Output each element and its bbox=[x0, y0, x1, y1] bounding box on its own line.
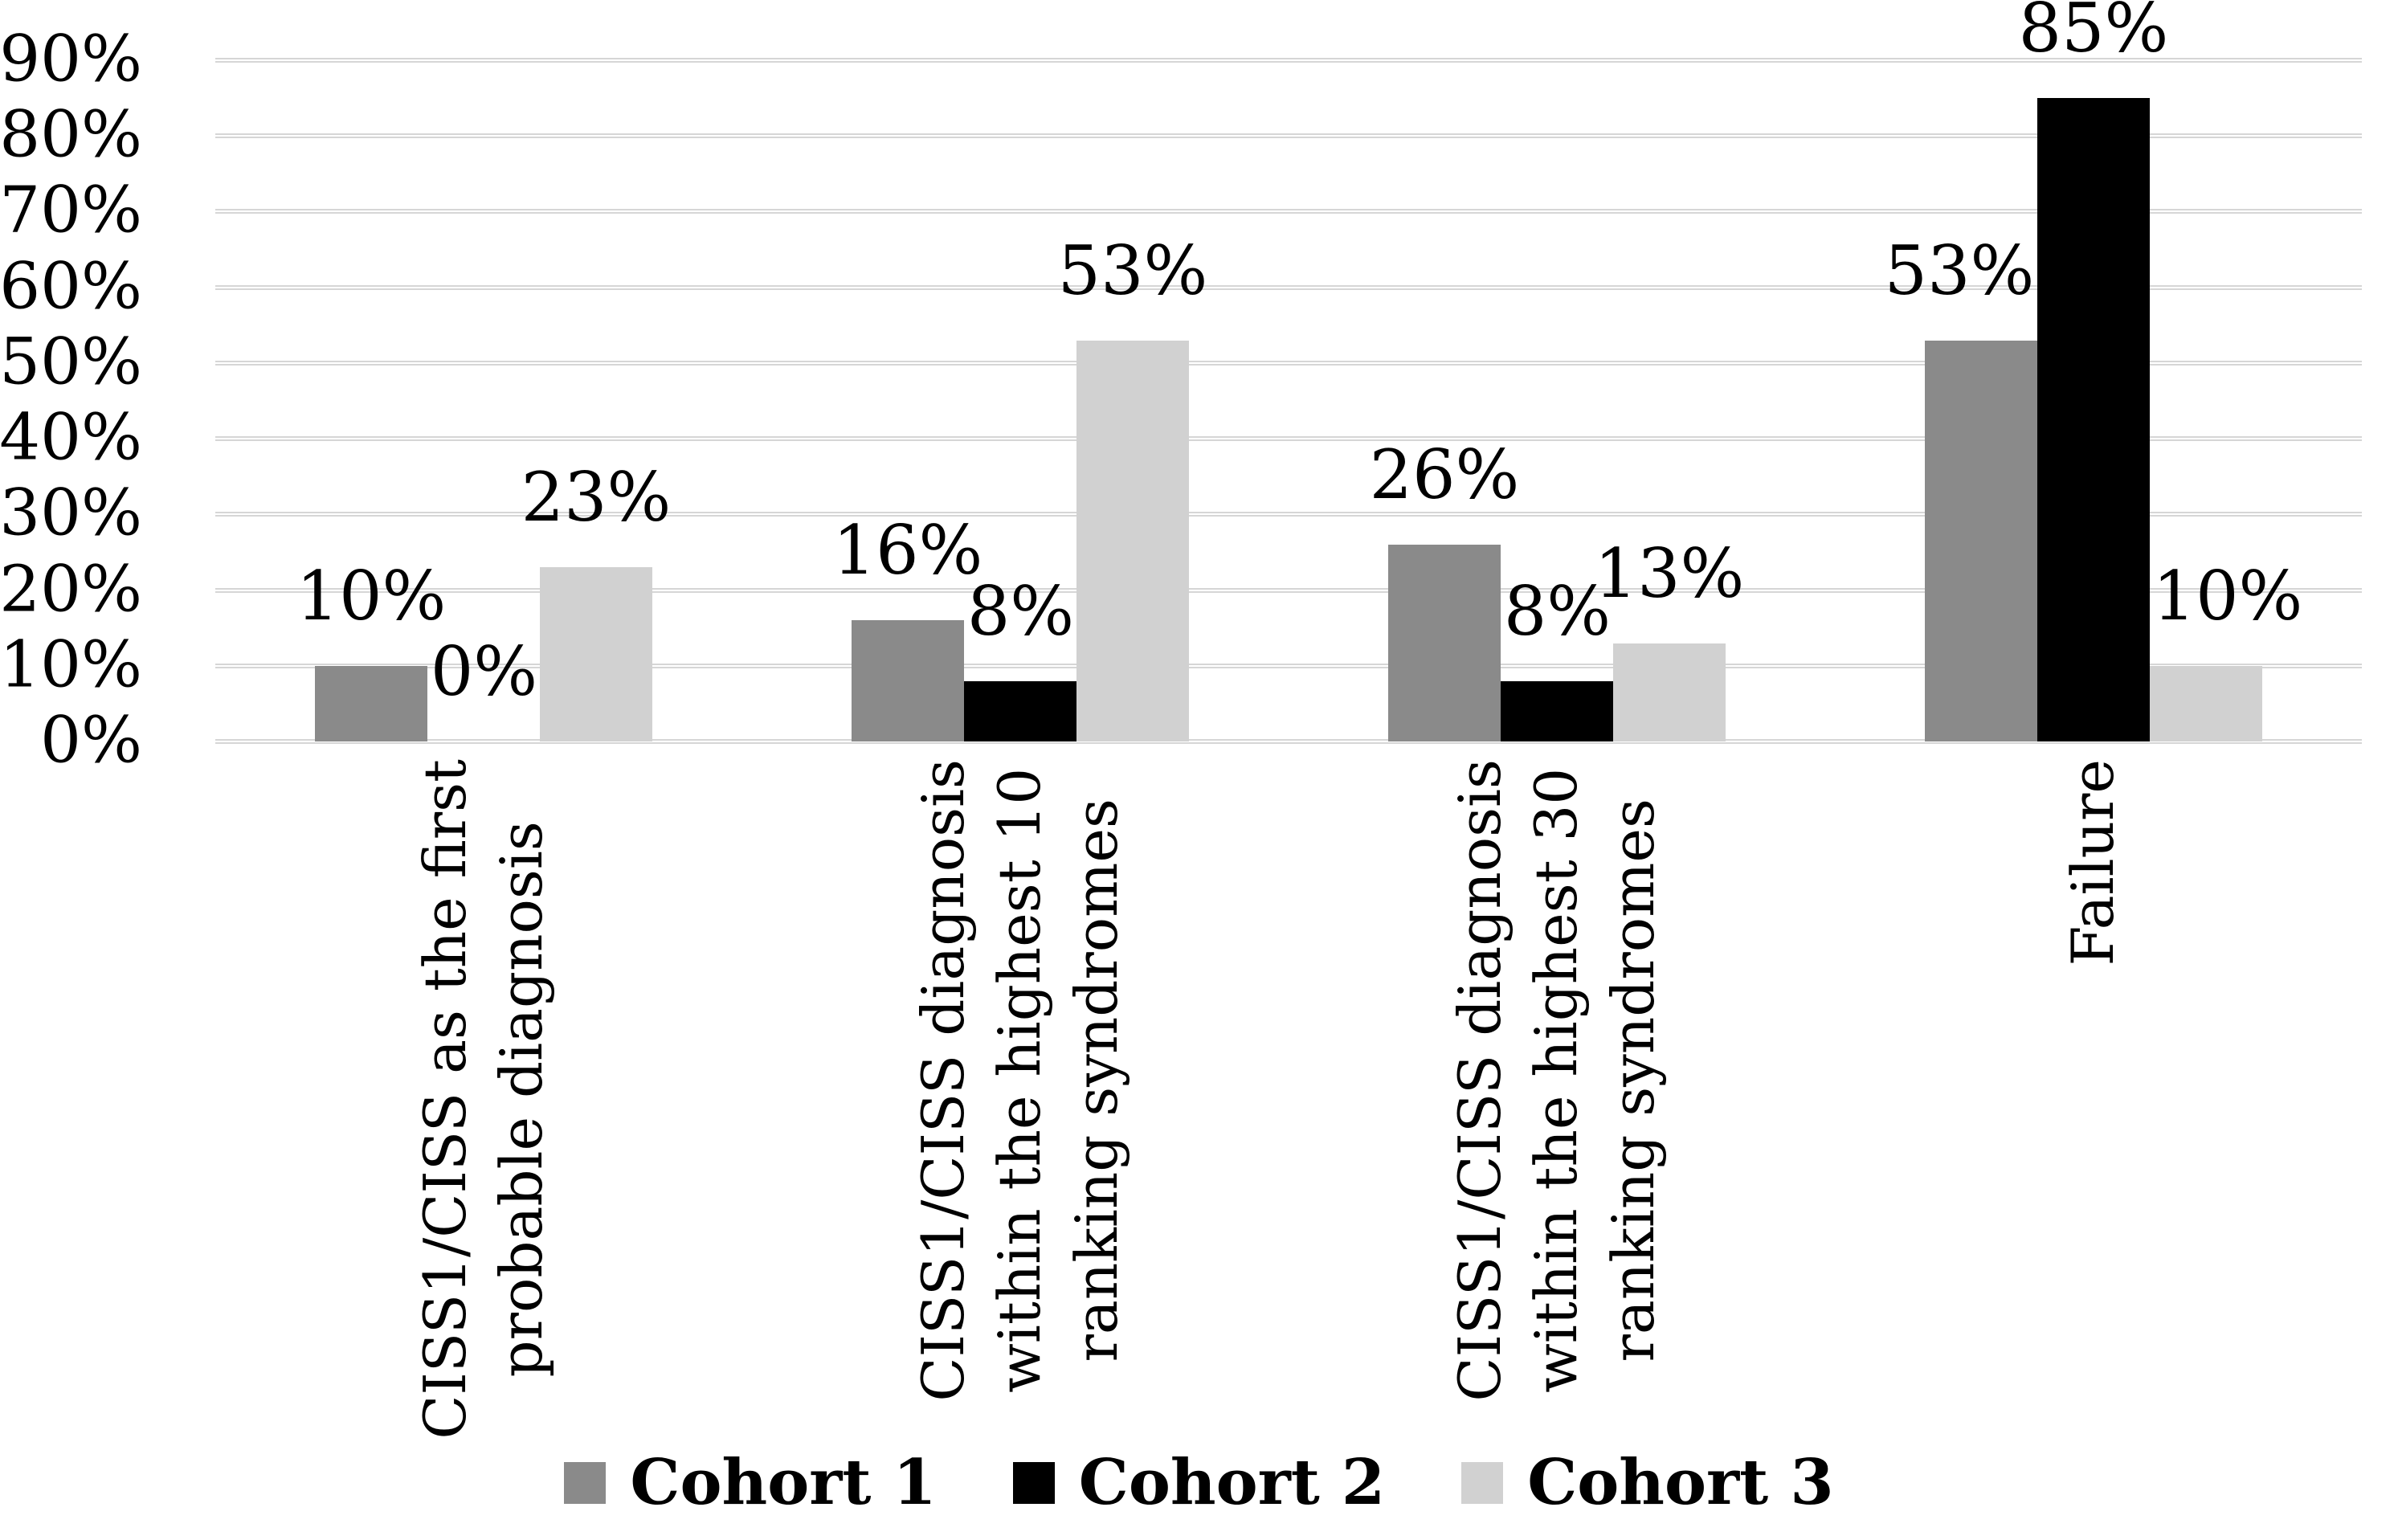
bar-cohort-3 bbox=[1613, 643, 1726, 741]
bar-cohort-1 bbox=[315, 665, 427, 741]
category-label-text: CISS1/CISS diagnosis within the highest … bbox=[1446, 759, 1667, 1402]
category-label-text: CISS1/CISS diagnosis within the highest … bbox=[909, 759, 1130, 1402]
bar-cohort-1 bbox=[1925, 340, 2037, 741]
legend-swatch bbox=[1461, 1461, 1504, 1504]
category-label: CISS1/CISS diagnosis within the highest … bbox=[752, 759, 1289, 1442]
bar-cohort-2 bbox=[964, 680, 1076, 741]
bar-cohort-2 bbox=[2037, 98, 2150, 741]
category-label: CISS1/CISS as the first probable diagnos… bbox=[215, 759, 752, 1442]
bar-cohort-1 bbox=[852, 620, 964, 741]
legend-label: Cohort 3 bbox=[1527, 1446, 1834, 1519]
legend: Cohort 1 Cohort 2 Cohort 3 bbox=[0, 1446, 2398, 1519]
value-label: 16% bbox=[832, 511, 983, 590]
legend-swatch bbox=[564, 1461, 607, 1504]
value-label: 53% bbox=[1057, 231, 1208, 310]
gridline bbox=[215, 209, 2362, 214]
y-tick-label: 50% bbox=[0, 324, 142, 399]
y-tick-label: 10% bbox=[0, 627, 142, 702]
bar-cohort-3 bbox=[1076, 340, 1189, 741]
gridline bbox=[215, 739, 2362, 744]
plot-area: 10% 0% 23% 16% 8% 53% 26% 8% 13% 53% 85% 10% bbox=[215, 0, 2362, 744]
gridline bbox=[215, 512, 2362, 517]
bar-cohort-3 bbox=[2150, 665, 2262, 741]
value-label: 8% bbox=[1503, 571, 1612, 651]
category-label-text: CISS1/CISS as the first probable diagnos… bbox=[411, 759, 555, 1440]
legend-item: Cohort 1 bbox=[564, 1446, 937, 1519]
category-label-text: Failure bbox=[2059, 759, 2127, 966]
gridline bbox=[215, 284, 2362, 290]
value-label: 8% bbox=[966, 571, 1075, 651]
value-label: 85% bbox=[2018, 0, 2169, 68]
value-label: 13% bbox=[1594, 533, 1745, 613]
y-tick-label: 30% bbox=[0, 475, 142, 550]
y-tick-label: 90% bbox=[0, 21, 142, 96]
legend-swatch bbox=[1012, 1461, 1055, 1504]
bar-cohort-1 bbox=[1388, 545, 1501, 741]
category-label: Failure bbox=[1825, 759, 2362, 1442]
gridline bbox=[215, 133, 2362, 139]
legend-label: Cohort 2 bbox=[1078, 1446, 1386, 1519]
value-label: 10% bbox=[296, 556, 447, 635]
legend-item: Cohort 2 bbox=[1012, 1446, 1386, 1519]
y-axis: 0% 10% 20% 30% 40% 50% 60% 70% 80% 90% bbox=[0, 0, 142, 1540]
category-label: CISS1/CISS diagnosis within the highest … bbox=[1289, 759, 1825, 1442]
legend-item: Cohort 3 bbox=[1461, 1446, 1834, 1519]
bar-cohort-3 bbox=[540, 567, 652, 741]
y-tick-label: 0% bbox=[40, 702, 142, 778]
value-label: 10% bbox=[2152, 556, 2303, 635]
y-tick-label: 20% bbox=[0, 551, 142, 627]
gridline bbox=[215, 58, 2362, 63]
y-tick-label: 80% bbox=[0, 96, 142, 172]
value-label: 0% bbox=[430, 632, 538, 711]
value-label: 23% bbox=[521, 458, 672, 537]
value-label: 53% bbox=[1884, 231, 2035, 310]
y-tick-label: 60% bbox=[0, 248, 142, 324]
bar-cohort-2 bbox=[1501, 680, 1613, 741]
gridline bbox=[215, 587, 2362, 593]
y-tick-label: 40% bbox=[0, 399, 142, 475]
value-label: 26% bbox=[1369, 435, 1520, 515]
gridline bbox=[215, 360, 2362, 366]
gridline bbox=[215, 663, 2362, 668]
legend-label: Cohort 1 bbox=[630, 1446, 937, 1519]
gridline bbox=[215, 436, 2362, 442]
y-tick-label: 70% bbox=[0, 173, 142, 248]
